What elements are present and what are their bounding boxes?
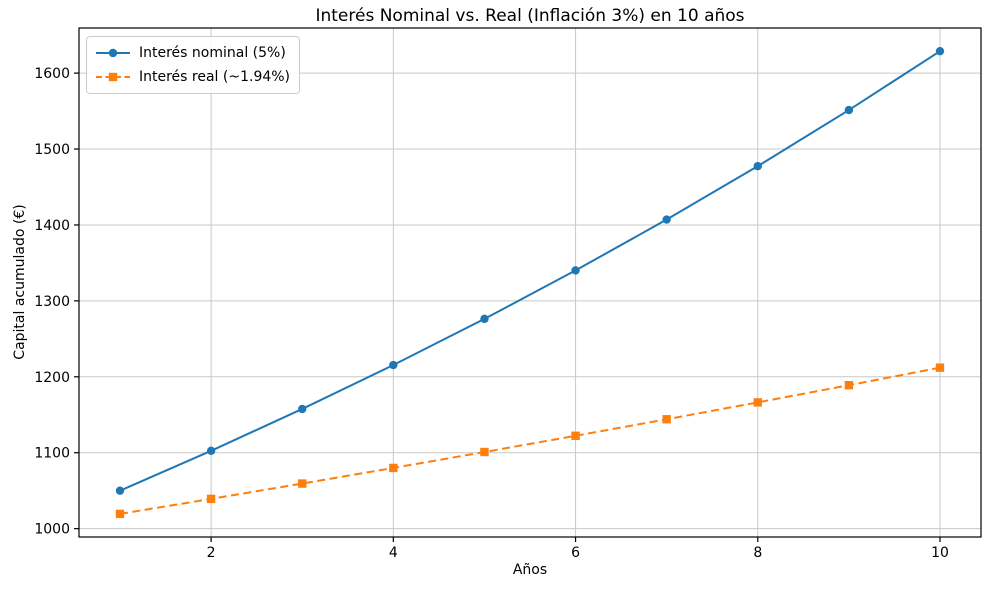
data-point <box>389 463 398 473</box>
data-point <box>389 360 398 370</box>
plot-border <box>78 27 982 538</box>
svg-text:2: 2 <box>207 545 216 561</box>
svg-text:1200: 1200 <box>34 370 70 386</box>
svg-text:6: 6 <box>571 545 580 561</box>
series-0 <box>115 46 945 495</box>
data-point <box>480 447 489 457</box>
svg-text:4: 4 <box>389 545 398 561</box>
legend-label-nominal: Interés nominal (5%) <box>139 45 286 61</box>
svg-text:10: 10 <box>931 545 949 561</box>
svg-text:1600: 1600 <box>34 66 70 82</box>
data-point <box>206 494 216 504</box>
svg-text:1100: 1100 <box>34 446 70 462</box>
gridlines <box>79 28 981 537</box>
data-point <box>844 380 854 390</box>
svg-text:1300: 1300 <box>34 294 70 310</box>
data-point <box>571 266 580 275</box>
data-point <box>115 486 125 495</box>
series-1 <box>115 363 945 519</box>
x-tick-labels: 2 4 6 8 10 <box>207 537 949 561</box>
legend-label-real: Interés real (~1.94%) <box>139 69 291 85</box>
data-point <box>206 446 216 456</box>
data-point <box>662 215 671 224</box>
x-axis-label: Años <box>512 562 548 578</box>
data-point <box>298 479 307 488</box>
data-point <box>753 398 762 407</box>
data-point <box>571 431 580 440</box>
data-point <box>480 314 489 324</box>
data-point <box>935 363 945 372</box>
data-point <box>662 415 671 424</box>
data-point <box>753 161 762 171</box>
svg-text:1000: 1000 <box>34 522 70 538</box>
legend: Interés nominal (5%) Interés real (~1.94… <box>86 36 301 94</box>
data-point <box>844 105 854 115</box>
legend-swatch-nominal-line-circle-icon <box>96 48 130 58</box>
legend-item-nominal: Interés nominal (5%) <box>95 42 290 64</box>
legend-swatch-real-line-square-icon <box>96 72 130 82</box>
svg-text:1500: 1500 <box>34 142 70 158</box>
data-point <box>935 46 945 56</box>
svg-text:1400: 1400 <box>34 218 70 234</box>
svg-text:8: 8 <box>753 545 762 561</box>
data-point <box>115 509 125 519</box>
legend-item-real: Interés real (~1.94%) <box>95 66 290 88</box>
y-axis-label: Capital acumulado (€) <box>12 204 28 360</box>
chart-title: Interés Nominal vs. Real (Inflación 3%) … <box>315 6 745 26</box>
data-point <box>298 404 307 414</box>
y-tick-labels: 1000 1100 1200 1300 1400 1500 1600 <box>34 66 79 538</box>
